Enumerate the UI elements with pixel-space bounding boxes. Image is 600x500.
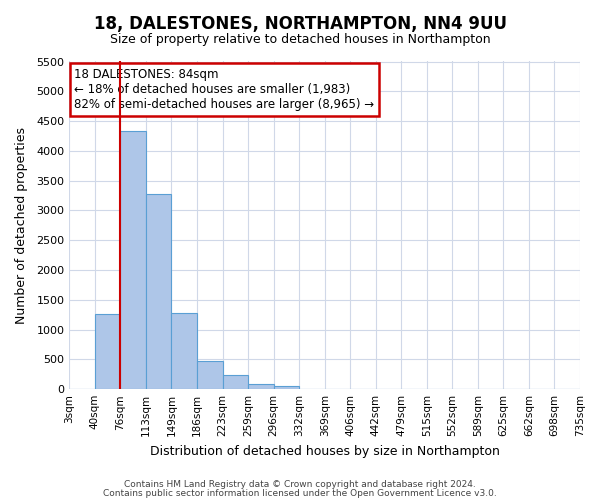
Text: Size of property relative to detached houses in Northampton: Size of property relative to detached ho… — [110, 32, 490, 46]
Y-axis label: Number of detached properties: Number of detached properties — [15, 127, 28, 324]
X-axis label: Distribution of detached houses by size in Northampton: Distribution of detached houses by size … — [150, 444, 500, 458]
Text: Contains HM Land Registry data © Crown copyright and database right 2024.: Contains HM Land Registry data © Crown c… — [124, 480, 476, 489]
Bar — [121, 131, 146, 389]
Text: 18 DALESTONES: 84sqm
← 18% of detached houses are smaller (1,983)
82% of semi-de: 18 DALESTONES: 84sqm ← 18% of detached h… — [74, 68, 374, 111]
Bar — [274, 386, 299, 389]
Bar — [223, 375, 248, 389]
Text: 18, DALESTONES, NORTHAMPTON, NN4 9UU: 18, DALESTONES, NORTHAMPTON, NN4 9UU — [94, 15, 506, 33]
Bar — [95, 314, 121, 389]
Bar — [197, 360, 223, 389]
Bar — [172, 313, 197, 389]
Bar — [146, 194, 172, 389]
Text: Contains public sector information licensed under the Open Government Licence v3: Contains public sector information licen… — [103, 489, 497, 498]
Bar — [248, 384, 274, 389]
